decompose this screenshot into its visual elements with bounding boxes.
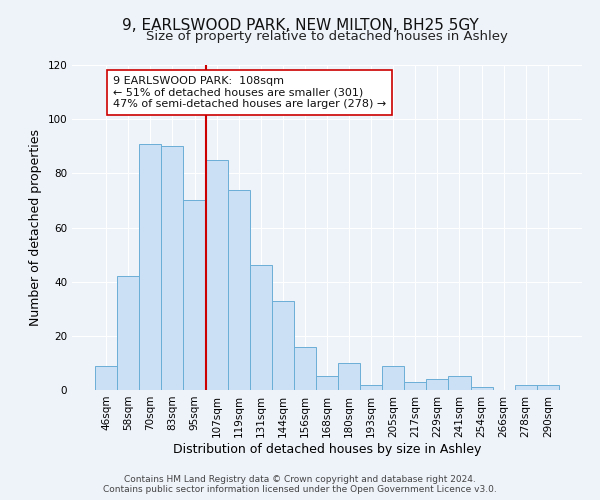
Bar xyxy=(294,346,316,390)
Bar xyxy=(537,384,559,390)
Bar xyxy=(360,384,382,390)
Bar xyxy=(338,363,360,390)
Bar xyxy=(515,384,537,390)
Title: Size of property relative to detached houses in Ashley: Size of property relative to detached ho… xyxy=(146,30,508,43)
Bar xyxy=(427,379,448,390)
Bar xyxy=(404,382,427,390)
Text: Contains public sector information licensed under the Open Government Licence v3: Contains public sector information licen… xyxy=(103,485,497,494)
Bar xyxy=(206,160,227,390)
Bar xyxy=(470,388,493,390)
Bar xyxy=(139,144,161,390)
Text: 9 EARLSWOOD PARK:  108sqm
← 51% of detached houses are smaller (301)
47% of semi: 9 EARLSWOOD PARK: 108sqm ← 51% of detach… xyxy=(113,76,386,109)
Text: 9, EARLSWOOD PARK, NEW MILTON, BH25 5GY: 9, EARLSWOOD PARK, NEW MILTON, BH25 5GY xyxy=(122,18,478,32)
Text: Contains HM Land Registry data © Crown copyright and database right 2024.: Contains HM Land Registry data © Crown c… xyxy=(124,475,476,484)
Y-axis label: Number of detached properties: Number of detached properties xyxy=(29,129,42,326)
Bar xyxy=(117,276,139,390)
Bar xyxy=(184,200,206,390)
Bar xyxy=(382,366,404,390)
Bar xyxy=(95,366,117,390)
Bar xyxy=(227,190,250,390)
X-axis label: Distribution of detached houses by size in Ashley: Distribution of detached houses by size … xyxy=(173,442,481,456)
Bar xyxy=(272,300,294,390)
Bar xyxy=(161,146,184,390)
Bar xyxy=(316,376,338,390)
Bar xyxy=(250,266,272,390)
Bar xyxy=(448,376,470,390)
